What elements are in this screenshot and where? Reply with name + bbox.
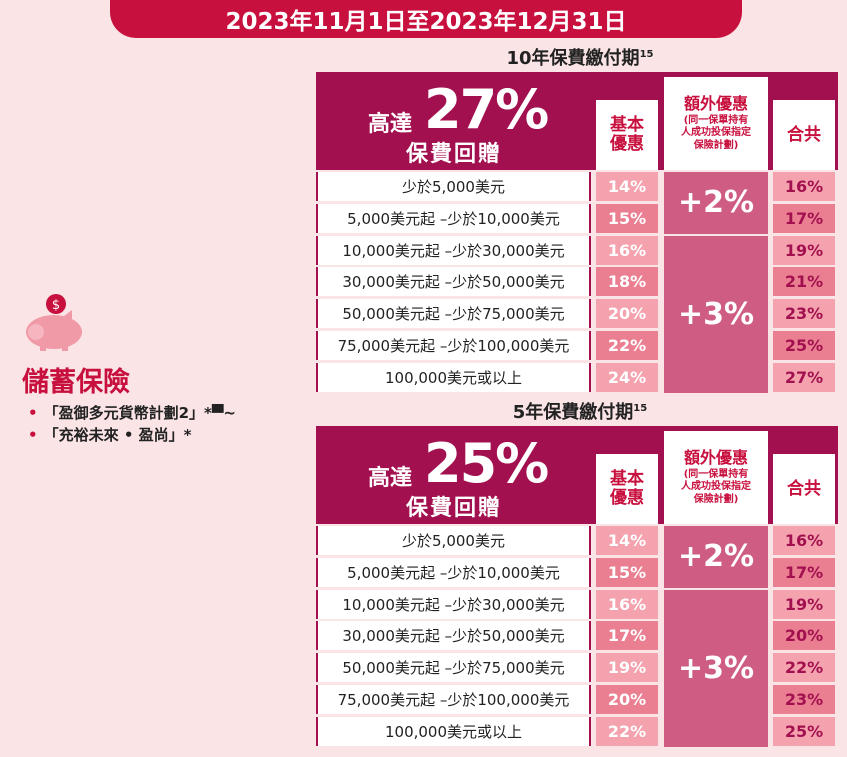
basic-discount-value: 19%: [596, 653, 658, 683]
extra-discount-small: +2%: [664, 172, 768, 234]
max-rebate-heading: 高達 25% 保費回贈: [368, 432, 549, 521]
max-rebate-pct: 25%: [424, 432, 549, 495]
savings-insurance-title: 儲蓄保險: [22, 367, 130, 398]
date-banner: 2023年11月1日至2023年12月31日: [110, 0, 742, 38]
table-row: 少於5,000美元 14% 16%: [316, 526, 838, 557]
total-discount-value: 16%: [773, 172, 835, 201]
premium-tier: 30,000美元起 –少於50,000美元: [316, 267, 591, 297]
total-discount-value: 19%: [773, 235, 835, 265]
basic-discount-value: 24%: [596, 362, 658, 392]
table-row: 30,000美元起 –少於50,000美元 18% 21%: [316, 267, 838, 298]
total-header: 合共: [773, 100, 835, 170]
basic-discount-value: 17%: [596, 621, 658, 651]
extra-discount-header: 額外優惠 (同一保單持有 人成功投保指定 保險計劃): [664, 431, 768, 524]
svg-text:$: $: [52, 298, 60, 313]
basic-discount-header: 基本 優惠: [596, 100, 658, 170]
table-row: 10,000美元起 –少於30,000美元 16% 19%: [316, 235, 838, 267]
table-row: 5,000美元起 –少於10,000美元 15% 17%: [316, 557, 838, 589]
table-header: 高達 25% 保費回贈 基本 優惠 額外優惠 (同一保單持有 人成功投保指定 保險計劃…: [316, 426, 838, 524]
basic-discount-value: 22%: [596, 331, 658, 360]
date-range: 2023年11月1日至2023年12月31日: [225, 9, 627, 35]
total-discount-value: 22%: [773, 653, 835, 683]
total-discount-value: 25%: [773, 716, 835, 746]
table-row: 5,000美元起 –少於10,000美元 15% 17%: [316, 203, 838, 235]
total-discount-value: 20%: [773, 621, 835, 651]
basic-discount-value: 20%: [596, 299, 658, 329]
total-discount-value: 21%: [773, 267, 835, 297]
premium-tier: 10,000美元起 –少於30,000美元: [316, 589, 591, 619]
basic-discount-value: 20%: [596, 685, 658, 714]
table-row: 50,000美元起 –少於75,000美元 19% 22%: [316, 653, 838, 684]
table-row: 100,000美元或以上 22% 25%: [316, 716, 838, 748]
basic-discount-value: 14%: [596, 172, 658, 201]
total-discount-value: 17%: [773, 557, 835, 587]
premium-tier: 少於5,000美元: [316, 172, 591, 201]
premium-tier: 5,000美元起 –少於10,000美元: [316, 557, 591, 587]
premium-tier: 100,000美元或以上: [316, 716, 591, 746]
total-header: 合共: [773, 454, 835, 524]
total-discount-value: 25%: [773, 331, 835, 360]
plan-item: • 「充裕未來 • 盈尚」*: [28, 426, 192, 444]
table-row: 10,000美元起 –少於30,000美元 16% 19%: [316, 589, 838, 621]
total-discount-value: 17%: [773, 203, 835, 233]
total-discount-value: 16%: [773, 526, 835, 555]
premium-tier: 10,000美元起 –少於30,000美元: [316, 235, 591, 265]
table-row: 75,000美元起 –少於100,000美元 22% 25%: [316, 331, 838, 362]
basic-discount-value: 14%: [596, 526, 658, 555]
table-row: 少於5,000美元 14% 16%: [316, 172, 838, 203]
total-discount-value: 23%: [773, 299, 835, 329]
premium-tier: 5,000美元起 –少於10,000美元: [316, 203, 591, 233]
premium-tier: 75,000美元起 –少於100,000美元: [316, 685, 591, 714]
premium-tier: 100,000美元或以上: [316, 362, 591, 392]
extra-discount-header: 額外優惠 (同一保單持有 人成功投保指定 保險計劃): [664, 77, 768, 170]
basic-discount-value: 16%: [596, 235, 658, 265]
premium-tier: 75,000美元起 –少於100,000美元: [316, 331, 591, 360]
rebate-table-10yr: 高達 27% 保費回贈 基本 優惠 額外優惠 (同一保單持有 人成功投保指定 保險計劃…: [316, 72, 838, 394]
period-title-10yr: 10年保費繳付期15: [506, 48, 654, 69]
table-header: 高達 27% 保費回贈 基本 優惠 額外優惠 (同一保單持有 人成功投保指定 保險計劃…: [316, 72, 838, 170]
extra-discount-large: +3%: [664, 589, 768, 747]
max-rebate-pct: 27%: [424, 78, 549, 141]
extra-discount-large: +3%: [664, 235, 768, 393]
basic-discount-value: 15%: [596, 203, 658, 233]
extra-discount-small: +2%: [664, 526, 768, 588]
basic-discount-value: 16%: [596, 589, 658, 619]
premium-tier: 50,000美元起 –少於75,000美元: [316, 299, 591, 329]
basic-discount-value: 15%: [596, 557, 658, 587]
total-discount-value: 19%: [773, 589, 835, 619]
premium-tier: 少於5,000美元: [316, 526, 591, 555]
piggy-bank-icon: $: [18, 292, 88, 356]
basic-discount-header: 基本 優惠: [596, 454, 658, 524]
plan-item: • 「盈御多元貨幣計劃2」*▀~: [28, 404, 236, 422]
rebate-table-5yr: 高達 25% 保費回贈 基本 優惠 額外優惠 (同一保單持有 人成功投保指定 保險計劃…: [316, 426, 838, 748]
table-row: 100,000美元或以上 24% 27%: [316, 362, 838, 394]
basic-discount-value: 18%: [596, 267, 658, 297]
table-row: 50,000美元起 –少於75,000美元 20% 23%: [316, 299, 838, 330]
premium-tier: 50,000美元起 –少於75,000美元: [316, 653, 591, 683]
table-row: 75,000美元起 –少於100,000美元 20% 23%: [316, 685, 838, 716]
premium-tier: 30,000美元起 –少於50,000美元: [316, 621, 591, 651]
table-row: 30,000美元起 –少於50,000美元 17% 20%: [316, 621, 838, 652]
basic-discount-value: 22%: [596, 716, 658, 746]
period-title-5yr: 5年保費繳付期15: [512, 402, 648, 423]
total-discount-value: 27%: [773, 362, 835, 392]
bullet-icon: •: [28, 426, 38, 444]
total-discount-value: 23%: [773, 685, 835, 714]
max-rebate-heading: 高達 27% 保費回贈: [368, 78, 549, 167]
bullet-icon: •: [28, 404, 38, 422]
